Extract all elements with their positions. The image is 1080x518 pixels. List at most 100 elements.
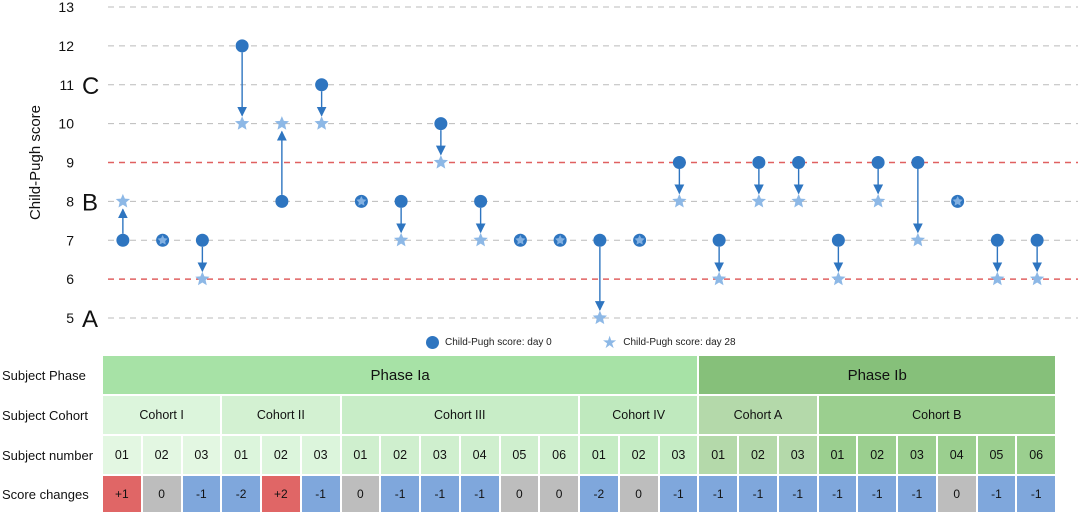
- subject-number-cell: 02: [619, 436, 660, 476]
- day28-point: [870, 193, 886, 208]
- day28-point: [274, 116, 290, 130]
- score-change-cell: -1: [1017, 476, 1058, 514]
- score-change-cell: 0: [619, 476, 660, 514]
- subject-number-cell: 06: [540, 436, 580, 476]
- subject-number-cell: 02: [739, 436, 779, 476]
- subject-number-cell: 02: [381, 436, 421, 476]
- row-label-cohort: Subject Cohort: [0, 396, 103, 436]
- day28-point: [672, 193, 687, 208]
- subject-number-cell: 03: [898, 436, 938, 476]
- day28-point: [990, 271, 1005, 286]
- score-change-cell: -1: [460, 476, 501, 514]
- day0-point: [434, 117, 448, 131]
- subject-number-cell: 05: [500, 436, 541, 476]
- day0-point: [593, 233, 607, 247]
- day28-point: [791, 193, 806, 208]
- cohort-row: Subject Cohort Cohort I Cohort II Cohort I…: [0, 396, 1058, 436]
- chart-legend: Child-Pugh score: day 0 ★ Child-Pugh sco…: [0, 333, 1080, 354]
- subject-number-cell: 01: [580, 436, 620, 476]
- day0-point: [792, 156, 806, 169]
- subject-number-cell: 02: [142, 436, 183, 476]
- score-change-cell: 0: [142, 476, 183, 514]
- score-change-cell: +2: [262, 476, 302, 514]
- day28-point: [473, 232, 488, 247]
- day28-point: [393, 232, 409, 247]
- cohort-cell: Cohort IV: [580, 396, 700, 436]
- cohort-cell: Cohort B: [818, 396, 1058, 436]
- legend-label-day0: Child-Pugh score: day 0: [445, 337, 552, 348]
- day0-point: [315, 78, 329, 92]
- legend-star-marker: ★: [602, 333, 618, 352]
- day28-point: [195, 271, 210, 286]
- subject-number-cell: 01: [222, 436, 262, 476]
- subject-number-cell: 03: [778, 436, 819, 476]
- day0-point: [672, 156, 686, 169]
- day28-point: [592, 310, 608, 325]
- class-label-b: B: [82, 189, 98, 216]
- day28-point: [951, 194, 964, 207]
- day28-point: [314, 116, 329, 130]
- legend-circle-marker: [426, 336, 439, 349]
- score-change-cell: -1: [659, 476, 700, 514]
- score-change-cell: -1: [778, 476, 819, 514]
- legend-item-day0: Child-Pugh score: day 0: [426, 336, 552, 349]
- score-change-cell: -1: [182, 476, 223, 514]
- subject-number-row: Subject number 01 02 03 01 02 03 01 02 03 04 05 06 0…: [0, 436, 1058, 476]
- score-change-cell: -1: [381, 476, 421, 514]
- day0-point: [752, 156, 766, 169]
- class-label-a: A: [82, 306, 98, 333]
- day28-point: [751, 193, 767, 208]
- day0-point: [712, 233, 726, 247]
- y-tick-label: 9: [66, 155, 74, 171]
- subject-number-cell: 01: [103, 436, 143, 476]
- score-change-cell: -1: [301, 476, 342, 514]
- day0-point: [394, 194, 408, 208]
- phase-ia-cell: Phase Ia: [103, 356, 700, 396]
- score-change-cell: -1: [858, 476, 899, 514]
- cohort-cell: Cohort I: [103, 396, 223, 436]
- subject-number-cell: 02: [262, 436, 302, 476]
- subject-number-cell: 01: [699, 436, 740, 476]
- y-tick-label: 13: [58, 0, 74, 15]
- day28-point: [633, 233, 646, 246]
- score-change-cell: -1: [898, 476, 938, 514]
- y-tick-label: 8: [66, 193, 74, 209]
- day28-point: [433, 155, 449, 169]
- day28-point: [115, 193, 131, 208]
- subject-number-cell: 03: [421, 436, 461, 476]
- cohort-cell: Cohort II: [222, 396, 342, 436]
- cohort-cell: Cohort III: [341, 396, 580, 436]
- y-tick-label: 7: [66, 232, 74, 248]
- subject-number-cell: 02: [858, 436, 899, 476]
- day0-point: [1030, 233, 1044, 247]
- row-label-change: Score changes: [0, 476, 103, 514]
- y-tick-label: 6: [66, 271, 74, 287]
- day0-point: [116, 233, 130, 247]
- score-change-cell: -1: [739, 476, 779, 514]
- day0-point: [235, 39, 249, 53]
- day28-point: [831, 271, 846, 286]
- day28-point: [234, 116, 250, 130]
- day0-point: [990, 233, 1004, 247]
- score-change-cell: 0: [540, 476, 580, 514]
- subject-number-cell: 05: [977, 436, 1018, 476]
- score-change-row: Score changes +1 0 -1 -2 +2 -1 0 -1 -1 -1 0 0 -2 0 -1-…: [0, 476, 1058, 514]
- score-change-cell: -2: [580, 476, 620, 514]
- legend-label-day28: Child-Pugh score: day 28: [623, 337, 736, 348]
- day0-point: [474, 194, 488, 208]
- y-axis-label: Child-Pugh score: [27, 105, 44, 220]
- class-label-c: C: [82, 73, 99, 100]
- score-change-cell: 0: [937, 476, 978, 514]
- row-label-phase: Subject Phase: [0, 356, 103, 396]
- subject-number-cell: 03: [182, 436, 223, 476]
- child-pugh-chart: 5 6 7 8 9 10 11 12 13 Child-Pugh score A B C: [27, 0, 1078, 333]
- day28-point: [355, 194, 368, 207]
- subject-number-cell: 03: [301, 436, 342, 476]
- day28-point: [553, 233, 567, 246]
- day0-point: [195, 233, 209, 247]
- score-change-cell: -1: [818, 476, 859, 514]
- day28-point: [910, 232, 926, 247]
- subject-number-cell: 06: [1017, 436, 1058, 476]
- subject-number-cell: 03: [659, 436, 700, 476]
- subject-number-cell: 01: [341, 436, 382, 476]
